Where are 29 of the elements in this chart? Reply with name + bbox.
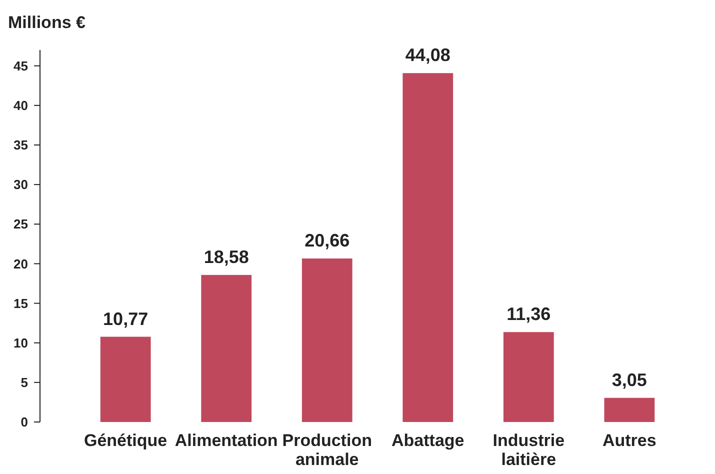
y-tick-label: 15 xyxy=(14,296,28,311)
x-tick-label: Autres xyxy=(602,431,656,450)
y-axis-title: Millions € xyxy=(8,13,86,32)
y-tick-label: 40 xyxy=(14,98,28,113)
bar xyxy=(402,73,454,422)
x-tick-label: Génétique xyxy=(84,431,168,450)
data-label: 44,08 xyxy=(405,45,450,66)
bar xyxy=(503,332,554,422)
y-tick-label: 20 xyxy=(14,256,28,272)
y-tick-label: 0 xyxy=(20,414,28,430)
bar xyxy=(201,274,252,422)
data-label: 11,36 xyxy=(506,304,551,324)
y-tick-label: 45 xyxy=(14,58,28,74)
data-label: 18,58 xyxy=(204,246,249,267)
bar xyxy=(302,258,352,422)
x-tick-label: Industrie laitière xyxy=(492,431,565,469)
data-label: 10,77 xyxy=(103,308,148,329)
bar xyxy=(100,336,151,422)
x-tick-label: Production animale xyxy=(282,431,372,469)
y-tick-label: 5 xyxy=(20,374,28,390)
y-tick-label: 35 xyxy=(14,138,28,153)
y-tick-label: 25 xyxy=(14,216,28,232)
x-tick-label: Alimentation xyxy=(174,431,278,450)
data-label: 3,05 xyxy=(612,370,647,390)
data-label: 20,66 xyxy=(304,230,350,250)
bar xyxy=(604,398,655,422)
y-tick-label: 10 xyxy=(14,335,28,350)
y-tick-label: 30 xyxy=(14,177,28,192)
x-tick-label: Abattage xyxy=(392,431,464,450)
